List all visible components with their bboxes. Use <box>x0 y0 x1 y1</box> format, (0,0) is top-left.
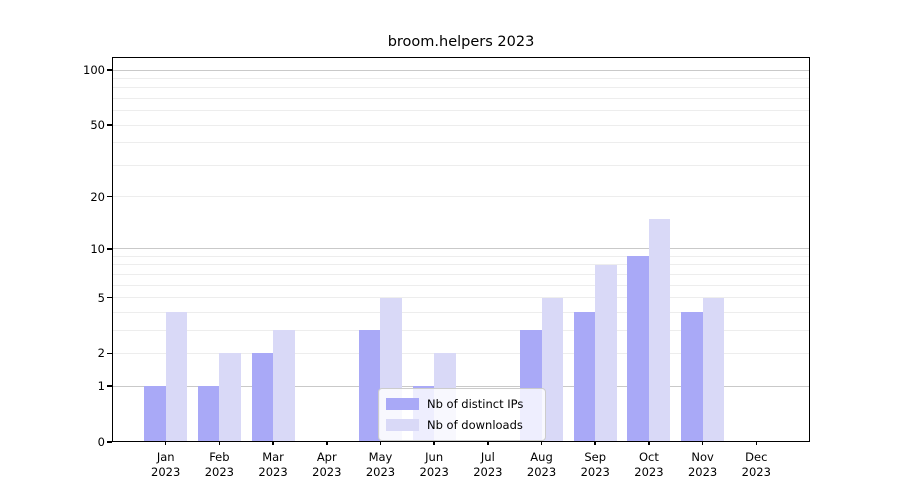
x-tick-label-may: May 2023 <box>365 450 396 479</box>
chart-title: broom.helpers 2023 <box>387 34 535 50</box>
y-tick-mark <box>107 296 112 299</box>
y-tick-label-100: 100 <box>83 63 105 77</box>
minor-gridline <box>112 297 810 299</box>
y-tick-label-10: 10 <box>90 241 105 256</box>
bar-sep-downloads <box>595 264 617 441</box>
y-tick-label-0: 0 <box>97 435 105 449</box>
x-tick-mark <box>325 441 328 445</box>
minor-gridline <box>112 142 810 144</box>
x-tick-label-jul: Jul 2023 <box>473 450 503 479</box>
y-tick-mark <box>107 69 112 71</box>
minor-gridline <box>112 77 810 79</box>
x-tick-mark <box>648 441 650 445</box>
y-tick-label-5: 5 <box>97 290 105 305</box>
x-tick-mark <box>272 441 274 445</box>
x-tick-label-oct: Oct 2023 <box>634 450 664 479</box>
minor-gridline <box>112 329 810 331</box>
y-tick-mark <box>107 385 112 387</box>
x-tick-label-jan: Jan 2023 <box>151 450 181 479</box>
x-tick-mark <box>594 441 597 445</box>
y-tick-label-2: 2 <box>97 346 105 361</box>
minor-gridline <box>112 255 810 257</box>
bar-oct-distinct-ips <box>627 256 649 441</box>
y-tick-mark <box>107 195 112 198</box>
bar-nov-downloads <box>702 297 725 441</box>
x-tick-label-mar: Mar 2023 <box>258 450 288 479</box>
bar-aug-downloads <box>541 297 563 441</box>
bar-mar-downloads <box>273 330 295 441</box>
minor-gridline <box>112 352 810 354</box>
legend-item-downloads: Nb of downloads <box>386 414 537 435</box>
major-gridline <box>112 248 810 250</box>
x-tick-mark <box>701 441 704 445</box>
bar-sep-distinct-ips <box>573 312 596 441</box>
y-tick-label-1: 1 <box>97 379 105 394</box>
x-tick-label-jun: Jun 2023 <box>419 450 449 479</box>
plot-area: Nb of distinct IPs Nb of downloads <box>112 57 810 442</box>
x-tick-mark <box>379 441 382 445</box>
y-tick-mark <box>107 441 112 443</box>
x-tick-label-apr: Apr 2023 <box>312 450 342 479</box>
bar-oct-downloads <box>648 218 671 441</box>
x-tick-mark <box>218 441 221 445</box>
legend-swatch-downloads <box>386 418 419 431</box>
legend-label-distinct-ips: Nb of distinct IPs <box>427 396 524 411</box>
y-tick-label-50: 50 <box>90 118 105 133</box>
minor-gridline <box>112 284 810 286</box>
minor-gridline <box>112 97 810 99</box>
x-tick-label-aug: Aug 2023 <box>526 450 557 479</box>
x-tick-mark <box>433 441 435 445</box>
minor-gridline <box>112 124 810 126</box>
bar-may-distinct-ips <box>358 330 381 441</box>
y-tick-mark <box>107 124 112 126</box>
y-tick-mark <box>107 352 112 355</box>
y-tick-mark <box>107 247 112 250</box>
minor-gridline <box>112 311 810 313</box>
major-gridline <box>112 385 810 387</box>
bar-jan-distinct-ips <box>144 386 166 441</box>
legend-item-distinct-ips: Nb of distinct IPs <box>386 393 537 414</box>
x-tick-label-nov: Nov 2023 <box>687 450 718 479</box>
bar-jan-downloads <box>165 312 188 441</box>
legend: Nb of distinct IPs Nb of downloads <box>378 388 546 441</box>
x-tick-label-sep: Sep 2023 <box>580 450 610 479</box>
legend-label-downloads: Nb of downloads <box>427 417 523 432</box>
x-tick-mark <box>164 441 167 445</box>
minor-gridline <box>112 264 810 266</box>
minor-gridline <box>112 87 810 89</box>
minor-gridline <box>112 196 810 198</box>
bar-nov-distinct-ips <box>681 312 703 441</box>
x-tick-mark <box>755 441 758 445</box>
y-tick-label-20: 20 <box>90 189 105 204</box>
x-tick-mark <box>487 441 489 445</box>
bar-feb-downloads <box>219 353 241 441</box>
minor-gridline <box>112 164 810 166</box>
x-tick-label-feb: Feb 2023 <box>204 450 235 479</box>
x-tick-mark <box>540 441 543 445</box>
legend-swatch-distinct-ips <box>386 397 419 410</box>
major-gridline <box>112 69 810 71</box>
bar-mar-distinct-ips <box>251 353 274 441</box>
bar-feb-distinct-ips <box>197 386 220 441</box>
minor-gridline <box>112 273 810 275</box>
x-tick-label-dec: Dec 2023 <box>741 450 771 479</box>
minor-gridline <box>112 110 810 112</box>
